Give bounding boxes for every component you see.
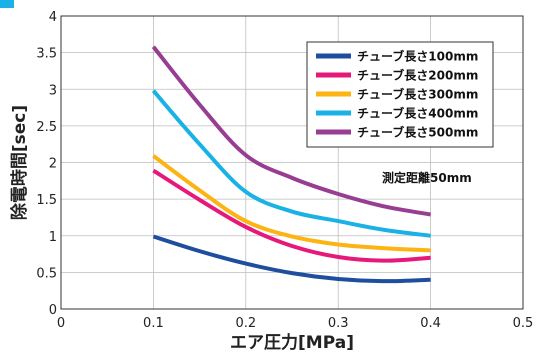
corner-accent xyxy=(0,0,14,8)
series-line-3 xyxy=(152,154,431,253)
y-tick-label: 2.5 xyxy=(36,120,57,135)
y-tick-label: 3.5 xyxy=(36,47,57,62)
plot-frame xyxy=(60,15,524,310)
legend-entry: チューブ長さ200mm xyxy=(357,68,478,83)
grid-lines xyxy=(60,15,524,310)
x-tick-label: 0 xyxy=(57,316,65,331)
y-tick-label: 0.5 xyxy=(36,266,57,281)
y-tick-label: 4 xyxy=(49,10,57,25)
series-line-4 xyxy=(151,89,431,238)
legend-entry: チューブ長さ100mm xyxy=(357,49,478,64)
tick-labels: 0 0.1 0.2 0.3 0.4 0.5 0 0.5 1 1.5 2 2.5 3 3.5 4 xyxy=(36,10,533,331)
x-tick-label: 0.3 xyxy=(328,316,349,331)
y-tick-label: 0 xyxy=(49,303,57,318)
series-line-1 xyxy=(152,234,431,284)
legend: チューブ長さ100mm チューブ長さ200mm チューブ長さ300mm チューブ長さ4… xyxy=(306,41,494,148)
y-tick-label: 3 xyxy=(49,83,57,98)
x-axis-label: エア圧力[MPa] xyxy=(230,332,354,353)
series-lines xyxy=(151,45,431,284)
legend-entry: チューブ長さ300mm xyxy=(357,87,478,102)
measurement-distance-note: 測定距離50mm xyxy=(382,170,472,185)
series-line-2 xyxy=(152,168,431,263)
legend-entry: チューブ長さ500mm xyxy=(357,125,478,140)
y-tick-label: 2 xyxy=(49,157,57,172)
x-tick-label: 0.2 xyxy=(235,316,256,331)
y-axis-label: 除電時間[sec] xyxy=(9,105,30,220)
x-tick-label: 0.4 xyxy=(420,316,441,331)
x-tick-label: 0.5 xyxy=(513,316,534,331)
y-tick-label: 1.5 xyxy=(36,193,57,208)
x-tick-label: 0.1 xyxy=(143,316,164,331)
legend-entry: チューブ長さ400mm xyxy=(357,106,478,121)
series-line-5 xyxy=(151,45,431,217)
y-tick-label: 1 xyxy=(49,230,57,245)
